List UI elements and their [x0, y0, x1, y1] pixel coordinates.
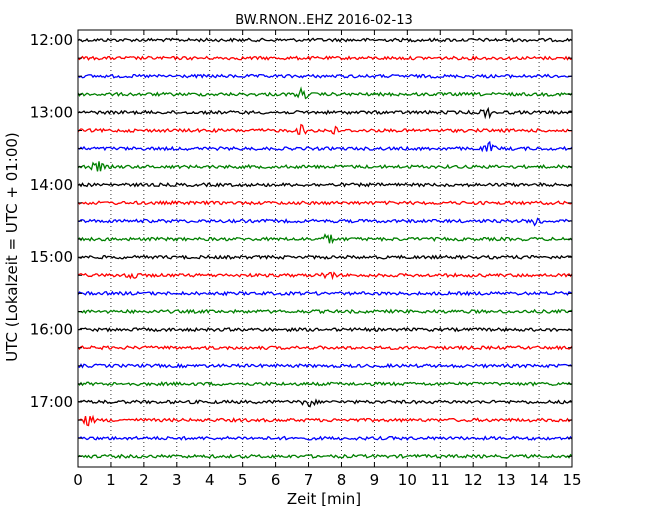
- x-tick-label: 1: [106, 471, 116, 489]
- trace-line: [77, 161, 573, 172]
- trace-series: [77, 37, 573, 460]
- trace-line: [77, 55, 573, 62]
- trace-line: [77, 271, 573, 281]
- trace-line: [77, 37, 573, 43]
- plot-frame: [77, 29, 573, 468]
- trace-line: [77, 106, 573, 120]
- x-tick-label: 13: [497, 471, 516, 489]
- x-tick-label: 11: [431, 471, 450, 489]
- trace-line: [77, 344, 573, 351]
- trace-line: [77, 217, 573, 227]
- x-tick-label: 7: [304, 471, 314, 489]
- trace-line: [77, 123, 573, 135]
- x-tick-label: 12: [464, 471, 483, 489]
- x-tick-label: 8: [337, 471, 347, 489]
- trace-line: [78, 308, 573, 315]
- x-tick-label: 3: [172, 471, 182, 489]
- y-tick-label: 17:00: [30, 393, 73, 411]
- y-tick-label: 13:00: [30, 103, 73, 121]
- axis-ticks: 0 1 2 3 4 5 6 7 8 9 10 11 12 13 14 1512:0013:0014:0015:…: [30, 30, 582, 489]
- trace-line: [77, 73, 573, 79]
- x-tick-label: 4: [205, 471, 215, 489]
- trace-line: [77, 290, 573, 297]
- y-axis-label: UTC (Lokalzeit = UTC + 01:00): [3, 132, 21, 362]
- trace-line: [77, 326, 573, 333]
- trace-line: [77, 254, 573, 261]
- x-tick-label: 0: [73, 471, 83, 489]
- trace-line: [77, 233, 573, 245]
- x-tick-label: 15: [562, 471, 581, 489]
- x-tick-label: 10: [398, 471, 417, 489]
- trace-line: [77, 435, 573, 441]
- grid-lines: [110, 30, 540, 467]
- trace-line: [77, 453, 573, 460]
- trace-line: [77, 414, 573, 427]
- trace-line: [77, 381, 573, 387]
- x-tick-label: 14: [530, 471, 549, 489]
- trace-line: [77, 200, 573, 206]
- trace-line: [77, 181, 573, 188]
- x-axis-label: Zeit [min]: [287, 490, 361, 508]
- y-tick-label: 16:00: [30, 321, 73, 339]
- trace-line: [77, 140, 573, 153]
- trace-line: [77, 398, 573, 408]
- y-tick-label: 14:00: [30, 176, 73, 194]
- trace-line: [77, 362, 573, 369]
- x-tick-label: 5: [238, 471, 248, 489]
- x-tick-label: 6: [271, 471, 281, 489]
- y-tick-label: 15:00: [30, 248, 73, 266]
- chart-title: BW.RNON..EHZ 2016-02-13: [235, 13, 413, 28]
- trace-line: [77, 86, 573, 100]
- x-tick-label: 9: [370, 471, 380, 489]
- y-tick-label: 12:00: [30, 31, 73, 49]
- x-tick-label: 2: [139, 471, 149, 489]
